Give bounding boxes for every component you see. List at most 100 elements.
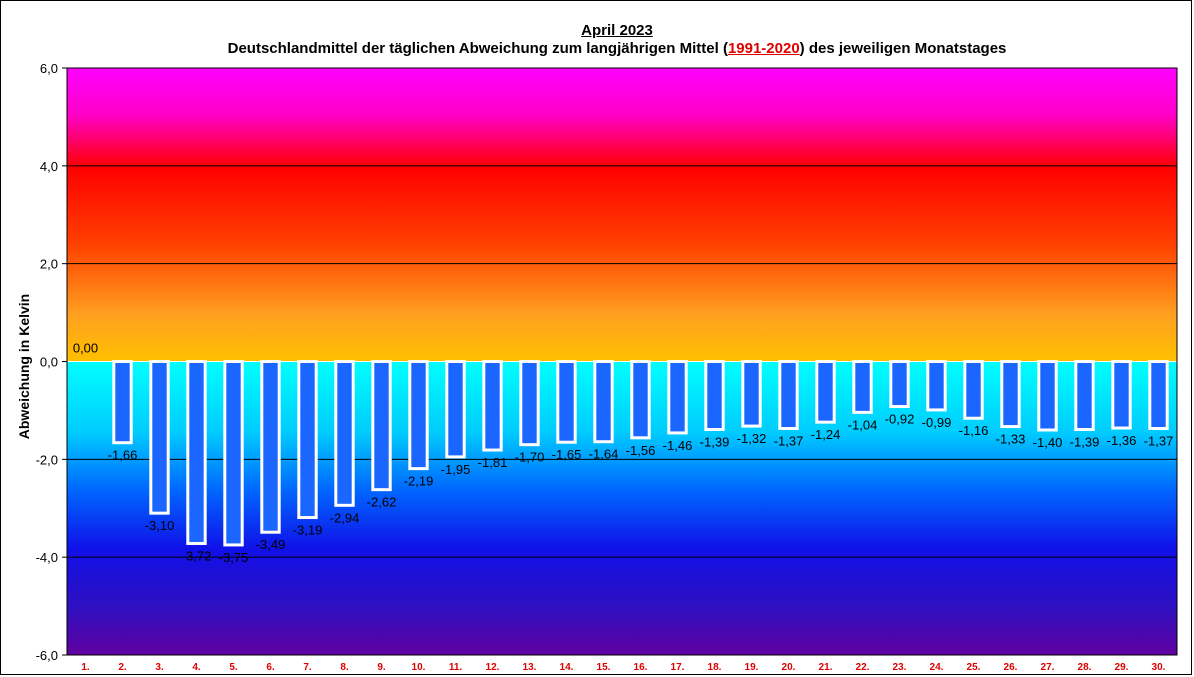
x-tick-label: 20. [782,662,796,673]
bar-day-3 [149,360,170,515]
data-label: 0,00 [73,341,98,356]
y-axis: 6,0 4,0 2,0 0,0 -2,0 -4,0 -6,0 [36,61,1178,663]
x-tick-label: 14. [560,662,574,673]
data-label: -1,32 [737,431,767,446]
x-tick-label: 2. [118,662,127,673]
x-tick-label: 18. [708,662,722,673]
y-tick-label: 2,0 [40,257,58,272]
data-label: -3,10 [145,518,175,533]
x-tick-label: 27. [1041,662,1055,673]
reference-period: 1991-2020 [727,40,800,57]
bar-day-10 [408,360,429,471]
data-label: -1,16 [959,423,989,438]
x-tick-label: 16. [634,662,648,673]
x-tick-label: 5. [229,662,238,673]
subtitle-text-start: Deutschlandmittel der täglichen Abweichu… [227,40,728,57]
data-label: -1,37 [1144,434,1174,449]
bar-day-26 [1000,360,1021,429]
data-label: -1,95 [441,462,471,477]
x-tick-label: 12. [486,662,500,673]
chart-title: April 2023 [581,22,653,39]
bar-day-20 [778,360,799,431]
data-label: -1,56 [626,443,656,458]
data-label: -0,92 [885,412,915,427]
x-tick-label: 15. [597,662,611,673]
bar-day-22 [852,360,873,414]
y-tick-label: -4,0 [36,550,58,565]
bar-day-5 [223,360,244,547]
y-tick-label: 4,0 [40,159,58,174]
bar-day-8 [334,360,355,507]
data-label: -3,49 [256,537,286,552]
bar-day-12 [482,360,503,452]
x-tick-label: 1. [81,662,90,673]
data-label: -1,39 [1070,434,1100,449]
bar-day-7 [297,360,318,520]
data-label: -2,19 [404,474,434,489]
x-tick-label: 25. [967,662,981,673]
bar-day-9 [371,360,392,492]
bar-day-29 [1111,360,1132,430]
bar-day-17 [667,360,688,435]
bar-day-27 [1037,360,1058,432]
x-tick-label: 11. [449,662,463,673]
bar-day-23 [889,360,910,409]
plot-border [66,67,1178,656]
x-tick-label: 21. [819,662,833,673]
bar-day-25 [963,360,984,420]
x-tick-label: 17. [671,662,685,673]
x-tick-label: 22. [856,662,870,673]
bars [67,360,1177,547]
bar-day-21 [815,360,836,424]
data-label: -1,65 [552,447,582,462]
x-tick-label: 7. [303,662,312,673]
y-tick-label: 6,0 [40,61,58,76]
data-label: -1,64 [589,447,619,462]
data-label: -3,72 [182,548,212,563]
gridlines [67,165,1177,558]
x-tick-label: 3. [155,662,164,673]
bar-day-24 [926,360,947,412]
x-tick-label: 19. [745,662,759,673]
x-tick-label: 28. [1078,662,1092,673]
bar-day-4 [186,360,207,545]
data-label: -0,99 [922,415,952,430]
bar-day-6 [260,360,281,534]
x-tick-label: 30. [1152,662,1166,673]
subtitle-text-end: ) des jeweiligen Monatstages [799,40,1007,57]
data-label: -1,70 [515,450,545,465]
x-axis: 1. 2. 3. 4. 5. 6. 7. 8. 9. 10. 11. 12. 13. 14. 15. 16. 1… [81,662,1165,673]
y-axis-label: Abweichung in Kelvin [16,294,32,439]
bar-day-28 [1074,360,1095,431]
data-label: -1,81 [478,455,508,470]
x-tick-label: 24. [930,662,944,673]
value-labels: 0,00-1,66-3,10-3,72 -3,75-3,49-3,19-2,94-… [73,341,1173,565]
data-label: -2,62 [367,495,397,510]
chart-title-block: April 2023 Deutschlandmittel der täglich… [0,22,1194,58]
bar-day-30 [1148,360,1169,431]
data-label: -1,46 [663,438,693,453]
bar-day-13 [519,360,540,447]
x-tick-label: 6. [266,662,275,673]
x-tick-label: 4. [192,662,201,673]
data-label: -1,33 [996,432,1026,447]
data-label: -3,75 [219,550,249,565]
bar-day-19 [741,360,762,428]
x-tick-label: 8. [340,662,349,673]
data-label: -3,19 [293,523,323,538]
data-label: -1,24 [811,427,841,442]
data-label: -1,66 [108,448,138,463]
y-tick-label: -2,0 [36,452,58,467]
y-tick-label: -6,0 [36,648,58,663]
bar-day-15 [593,360,614,444]
x-tick-label: 26. [1004,662,1018,673]
bar-day-11 [445,360,466,459]
x-tick-label: 23. [893,662,907,673]
data-label: -2,94 [330,510,360,525]
x-tick-label: 9. [377,662,386,673]
bar-day-14 [556,360,577,444]
bar-day-16 [630,360,651,440]
bar-day-2 [112,360,133,445]
